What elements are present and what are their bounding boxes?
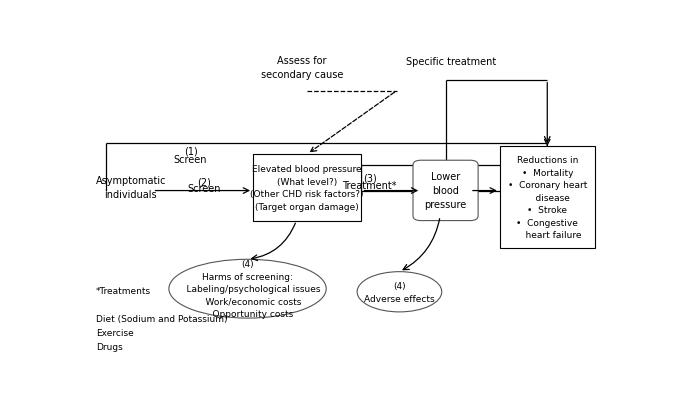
Text: Reductions in
•  Mortality
•  Coronary heart
    disease
•  Stroke
•  Congestive: Reductions in • Mortality • Coronary hea…	[508, 156, 587, 240]
Text: (4)
Adverse effects: (4) Adverse effects	[364, 282, 435, 303]
Text: Lower
blood
pressure: Lower blood pressure	[424, 172, 467, 210]
Ellipse shape	[357, 272, 442, 312]
Text: *Treatments

Diet (Sodium and Potassium)
Exercise
Drugs: *Treatments Diet (Sodium and Potassium) …	[96, 286, 227, 351]
Text: Screen: Screen	[188, 184, 221, 194]
FancyBboxPatch shape	[500, 147, 595, 249]
Text: (4)
Harms of screening:
    Labeling/psychological issues
    Work/economic cost: (4) Harms of screening: Labeling/psychol…	[175, 259, 321, 318]
Text: Screen: Screen	[174, 154, 207, 164]
Text: (1): (1)	[183, 147, 197, 156]
Text: (2): (2)	[197, 177, 211, 187]
FancyBboxPatch shape	[413, 161, 478, 221]
Text: Elevated blood pressure
(What level?)
(Other CHD risk factors?)
(Target organ da: Elevated blood pressure (What level?) (O…	[251, 165, 364, 211]
Text: Specific treatment: Specific treatment	[406, 57, 496, 67]
Text: Asymptomatic
individuals: Asymptomatic individuals	[96, 175, 166, 199]
FancyBboxPatch shape	[253, 155, 361, 221]
Text: (3): (3)	[363, 174, 377, 183]
Text: Assess for
secondary cause: Assess for secondary cause	[260, 56, 343, 80]
Ellipse shape	[169, 259, 326, 318]
Text: Treatment*: Treatment*	[342, 180, 397, 190]
